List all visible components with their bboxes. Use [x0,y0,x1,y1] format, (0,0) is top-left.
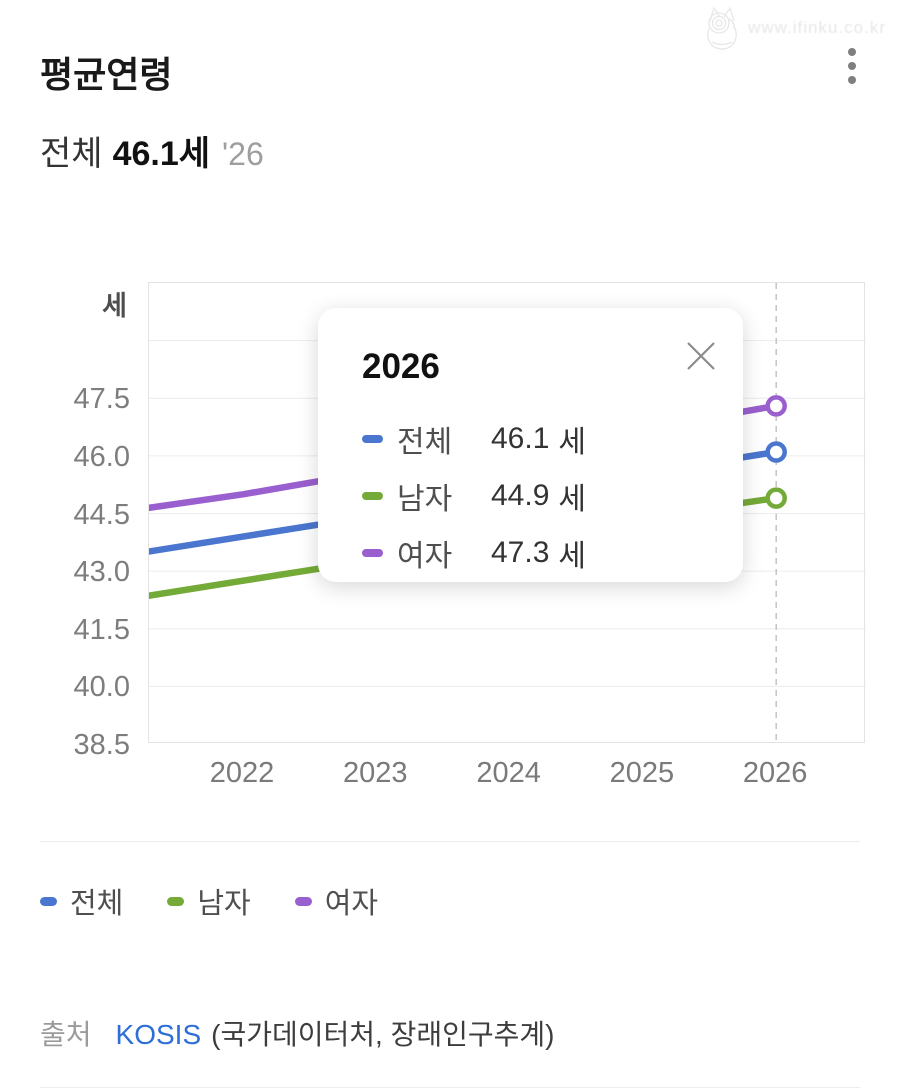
page-title: 평균연령 [40,54,173,95]
tooltip-series-marker [362,434,383,443]
tooltip-series-unit: 세 [558,425,586,459]
legend-label: 여자 [324,888,379,920]
tooltip-series-marker [362,548,383,557]
source-detail: (국가데이터처, 장래인구추계) [211,1019,555,1050]
y-axis-tick: 47.5 [73,383,130,416]
tooltip-series-value: 44.9 [491,478,550,512]
legend-marker [167,896,185,906]
tooltip-series-label: 전체 [397,425,453,459]
summary-year: '26 [222,136,264,172]
source-link-kosis[interactable]: KOSIS [115,1019,202,1050]
y-axis-tick: 41.5 [73,613,130,646]
x-axis-tick: 2022 [209,757,275,789]
x-axis-tick: 2026 [742,757,808,789]
legend-item-male[interactable]: 남자 [167,880,251,922]
legend-item-total[interactable]: 전체 [40,880,123,922]
tooltip-series-label: 남자 [397,482,453,516]
summary-value: 46.1세 [112,135,211,173]
kebab-menu-icon [848,62,856,70]
end-marker-total [765,441,787,463]
tooltip-row: 여자 47.3 세 [362,531,709,575]
y-axis-tick: 43.0 [73,556,130,589]
end-marker-female [765,395,787,417]
divider [40,1087,860,1088]
legend-marker [40,896,57,906]
summary-line: 전체 46.1세 '26 [40,126,264,175]
owl-logo-icon [707,6,737,50]
legend-label: 남자 [197,888,251,920]
x-axis-tick: 2024 [476,757,541,789]
tooltip-row: 남자 44.9 세 [362,474,709,518]
y-axis-tick: 46.0 [73,440,130,473]
kebab-menu-icon [848,76,856,84]
tooltip-title: 2026 [362,347,440,386]
tooltip-series-unit: 세 [558,482,586,516]
y-axis-tick: 40.0 [73,671,130,704]
watermark: www.ifinku.co.kr [702,6,886,50]
end-marker-male [765,487,787,509]
y-axis-tick: 44.5 [73,498,130,531]
kebab-menu-button[interactable] [840,40,864,92]
tooltip-rows: 전체 46.1 세 남자 44.9 세 여자 47.3 세 [362,417,709,575]
tooltip-row: 전체 46.1 세 [362,417,709,461]
source-row: 출처 KOSIS (국가데이터처, 장래인구추계) [40,1013,554,1053]
tooltip-series-value: 46.1 [491,421,550,455]
legend-item-female[interactable]: 여자 [294,880,379,922]
x-axis-tick: 2023 [343,757,408,789]
tooltip-series-marker [362,491,383,500]
source-prefix: 출처 [40,1019,92,1050]
x-axis-tick: 2025 [609,757,675,789]
tooltip-series-label: 여자 [397,539,453,573]
tooltip: 2026 전체 46.1 세 남자 44.9 세 여자 47.3 세 [318,308,743,582]
legend-label: 전체 [70,888,124,920]
tooltip-series-value: 47.3 [491,535,550,569]
kebab-menu-icon [848,48,856,56]
tooltip-close-button[interactable] [679,334,723,378]
divider [40,841,860,842]
summary-label: 전체 [40,135,103,173]
y-axis-unit-label: 세 [102,291,127,321]
watermark-text: www.ifinku.co.kr [748,18,886,37]
close-icon [687,342,715,370]
tooltip-series-unit: 세 [558,539,586,573]
legend-marker [294,896,312,906]
y-axis-tick: 38.5 [73,729,130,761]
legend: 전체 남자 여자 [40,880,378,922]
